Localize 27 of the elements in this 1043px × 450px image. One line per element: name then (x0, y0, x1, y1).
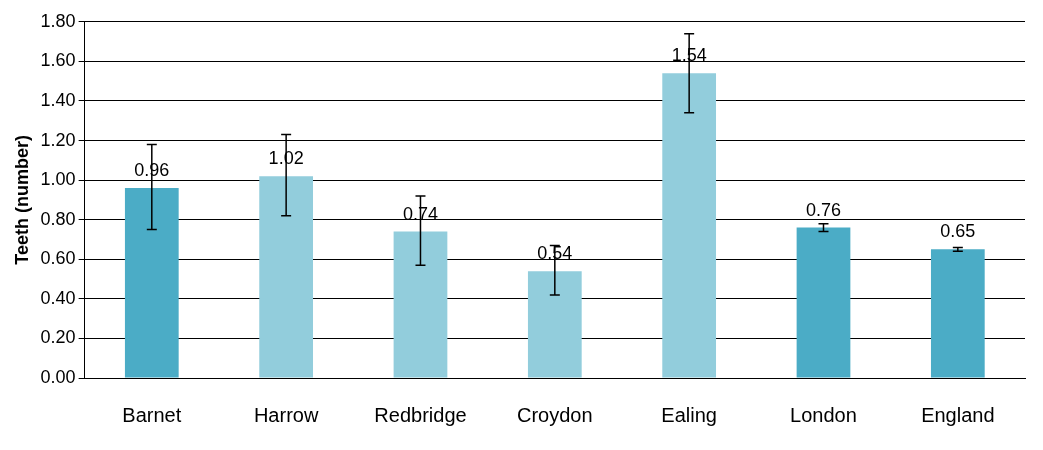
bar (259, 176, 314, 378)
y-tick-label: 1.40 (40, 89, 76, 110)
x-tick-label: Barnet (122, 403, 182, 426)
y-tick-label: 1.00 (40, 169, 76, 190)
data-label: 0.76 (805, 199, 842, 220)
x-tick-label: Croydon (517, 403, 593, 426)
bar (796, 227, 851, 378)
y-tick-label: 1.20 (40, 129, 76, 150)
y-tick-label: 0.80 (40, 208, 76, 229)
y-tick-label: 0.00 (40, 366, 76, 387)
bar (393, 231, 448, 378)
bar (124, 188, 179, 378)
y-tick-label: 0.60 (40, 248, 76, 269)
y-tick-label: 1.80 (40, 10, 76, 31)
x-tick-label: Harrow (253, 403, 319, 426)
bar (930, 249, 985, 378)
bar (527, 271, 582, 378)
x-tick-label: London (790, 403, 857, 426)
y-tick-label: 1.60 (40, 50, 76, 71)
x-tick-label: England (921, 403, 995, 426)
x-tick-label: Ealing (661, 403, 717, 426)
bar (662, 73, 717, 378)
y-axis-title: Teeth (number) (11, 135, 32, 265)
y-tick-label: 0.40 (40, 287, 76, 308)
data-label: 0.65 (940, 221, 976, 242)
x-tick-label: Redbridge (374, 403, 467, 426)
y-tick-label: 0.20 (40, 327, 76, 348)
